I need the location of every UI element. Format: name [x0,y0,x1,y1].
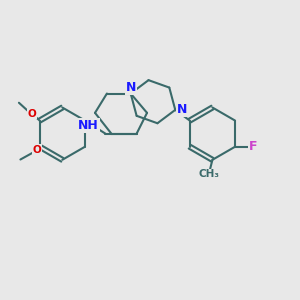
Text: CH₃: CH₃ [198,169,219,179]
Text: O: O [27,109,36,119]
Text: F: F [249,140,257,153]
Text: NH: NH [78,119,99,132]
Text: N: N [177,103,187,116]
Text: O: O [33,145,41,155]
Text: N: N [125,81,136,94]
